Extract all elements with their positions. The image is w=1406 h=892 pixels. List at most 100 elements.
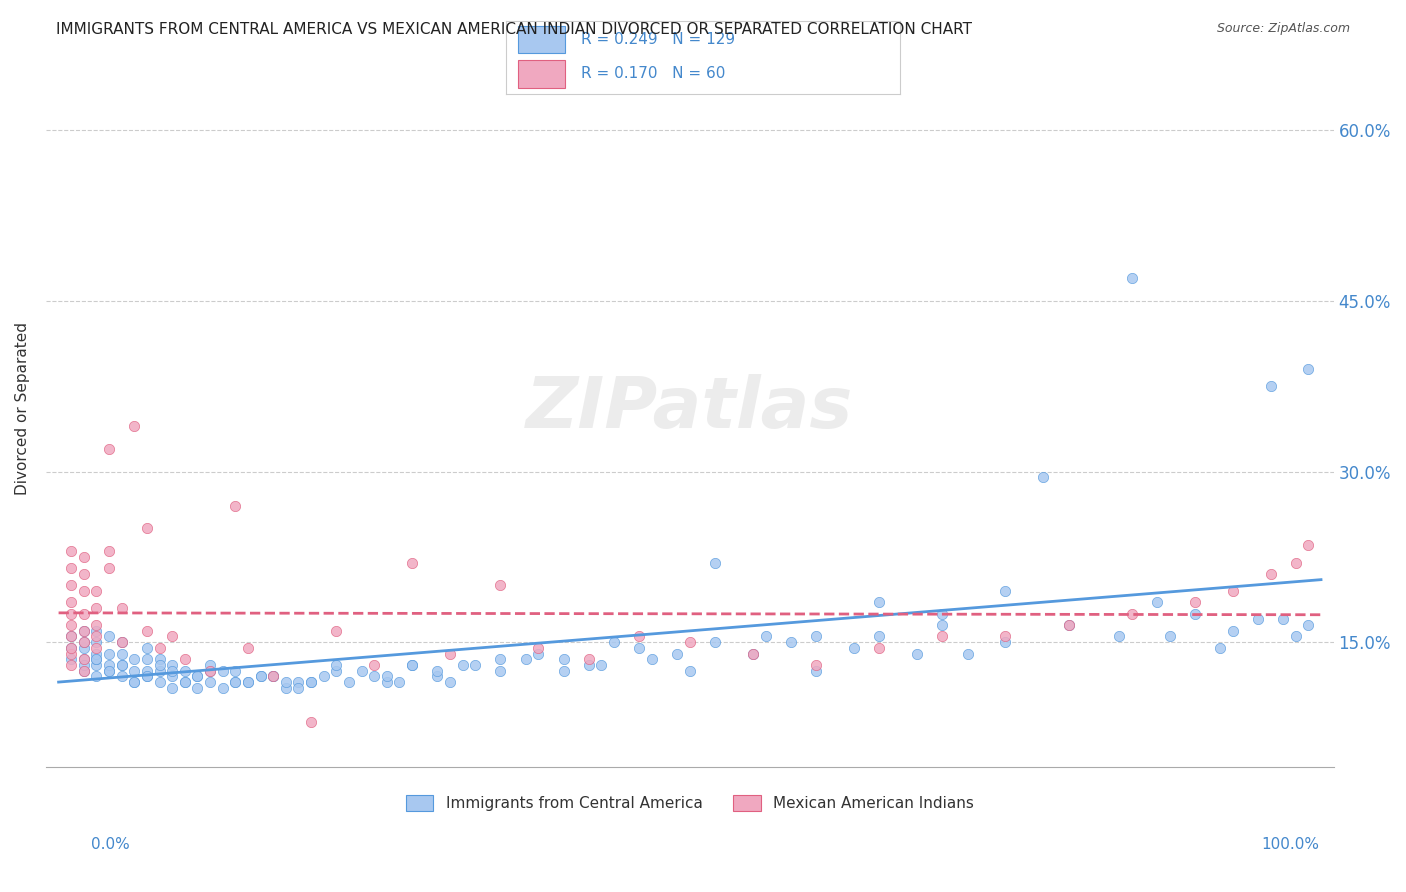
Point	[426, 669, 449, 683]
Point	[73, 664, 96, 678]
Point	[98, 664, 121, 678]
Point	[73, 664, 96, 678]
Point	[1032, 470, 1054, 484]
Point	[1057, 618, 1080, 632]
Point	[73, 635, 96, 649]
Point	[73, 624, 96, 638]
Point	[1285, 630, 1308, 644]
Point	[136, 664, 159, 678]
Point	[249, 669, 271, 683]
Point	[804, 630, 827, 644]
Point	[1285, 556, 1308, 570]
Point	[124, 652, 146, 666]
Point	[111, 669, 134, 683]
Point	[401, 657, 423, 672]
Point	[236, 675, 259, 690]
Point	[553, 664, 575, 678]
Point	[60, 595, 83, 609]
Point	[388, 675, 411, 690]
Point	[98, 647, 121, 661]
Point	[426, 664, 449, 678]
Point	[86, 647, 108, 661]
Point	[628, 640, 651, 655]
Point	[98, 561, 121, 575]
Point	[868, 630, 890, 644]
Point	[73, 584, 96, 599]
Point	[401, 657, 423, 672]
Point	[994, 635, 1017, 649]
Point	[1247, 612, 1270, 626]
FancyBboxPatch shape	[517, 26, 565, 54]
Point	[86, 601, 108, 615]
Point	[1209, 640, 1232, 655]
Point	[86, 630, 108, 644]
Point	[160, 630, 183, 644]
Point	[198, 657, 221, 672]
Point	[375, 675, 398, 690]
Text: Source: ZipAtlas.com: Source: ZipAtlas.com	[1216, 22, 1350, 36]
Point	[60, 607, 83, 621]
Point	[804, 657, 827, 672]
Point	[704, 556, 727, 570]
Point	[111, 635, 134, 649]
Point	[86, 652, 108, 666]
Point	[553, 652, 575, 666]
Point	[60, 630, 83, 644]
Point	[149, 657, 172, 672]
Point	[931, 630, 953, 644]
Point	[931, 607, 953, 621]
Point	[1184, 595, 1206, 609]
Point	[350, 664, 373, 678]
Point	[60, 618, 83, 632]
Point	[704, 635, 727, 649]
Point	[73, 566, 96, 581]
Point	[149, 675, 172, 690]
Point	[211, 681, 233, 695]
Point	[628, 630, 651, 644]
Legend: Immigrants from Central America, Mexican American Indians: Immigrants from Central America, Mexican…	[399, 789, 980, 817]
Point	[160, 657, 183, 672]
Point	[363, 657, 385, 672]
Point	[1222, 584, 1244, 599]
Point	[60, 630, 83, 644]
Point	[60, 652, 83, 666]
Point	[375, 669, 398, 683]
Point	[149, 652, 172, 666]
Point	[86, 657, 108, 672]
Point	[173, 675, 195, 690]
Point	[527, 640, 550, 655]
Point	[464, 657, 486, 672]
Point	[1121, 271, 1143, 285]
Point	[98, 657, 121, 672]
Point	[73, 652, 96, 666]
Point	[224, 664, 246, 678]
Point	[186, 669, 208, 683]
Point	[60, 561, 83, 575]
Point	[149, 664, 172, 678]
Point	[136, 652, 159, 666]
Point	[754, 630, 776, 644]
Point	[679, 635, 702, 649]
Point	[86, 624, 108, 638]
Point	[111, 657, 134, 672]
Point	[173, 652, 195, 666]
Text: IMMIGRANTS FROM CENTRAL AMERICA VS MEXICAN AMERICAN INDIAN DIVORCED OR SEPARATED: IMMIGRANTS FROM CENTRAL AMERICA VS MEXIC…	[56, 22, 972, 37]
Point	[489, 652, 512, 666]
Point	[591, 657, 613, 672]
Point	[98, 544, 121, 558]
Point	[779, 635, 801, 649]
Point	[86, 635, 108, 649]
Point	[73, 624, 96, 638]
Point	[325, 664, 347, 678]
Point	[956, 647, 979, 661]
Point	[173, 664, 195, 678]
Point	[136, 624, 159, 638]
Point	[262, 669, 284, 683]
Point	[86, 640, 108, 655]
Point	[73, 549, 96, 564]
Point	[136, 669, 159, 683]
Point	[224, 675, 246, 690]
Point	[198, 675, 221, 690]
Point	[186, 669, 208, 683]
Point	[60, 657, 83, 672]
